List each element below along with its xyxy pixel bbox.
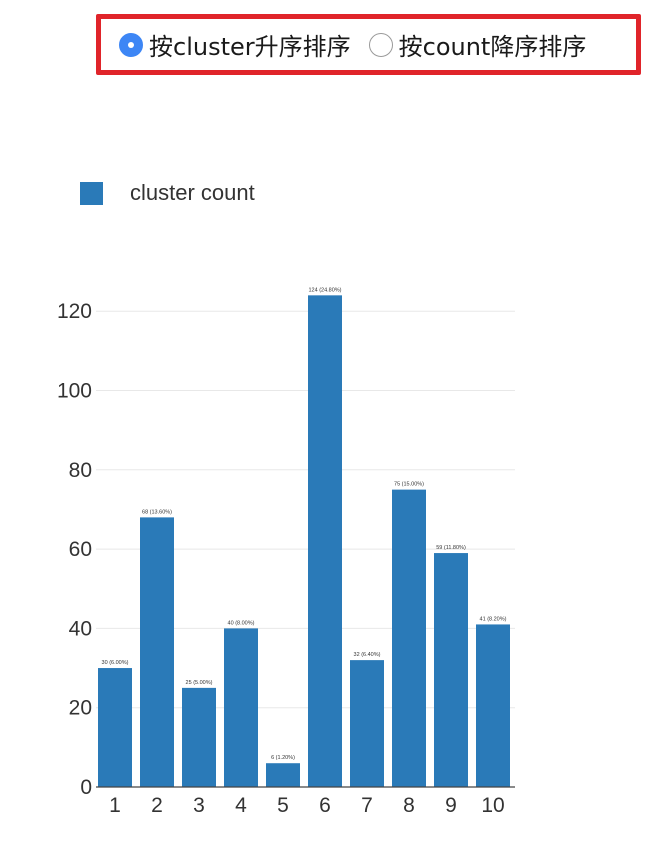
- bar[interactable]: [266, 763, 300, 787]
- bar[interactable]: [392, 489, 426, 787]
- legend-label: cluster count: [130, 180, 255, 205]
- bar-data-label: 25 (5.00%): [186, 680, 213, 686]
- bar[interactable]: [350, 660, 384, 787]
- bar-data-label: 68 (13.60%): [142, 509, 172, 515]
- x-tick-label: 2: [151, 794, 163, 817]
- sort-option-count-desc[interactable]: 按count降序排序: [368, 27, 587, 62]
- bar[interactable]: [434, 553, 468, 787]
- x-tick-label: 10: [481, 794, 504, 817]
- radio-checked-icon[interactable]: [119, 32, 143, 57]
- bar-data-label: 32 (6.40%): [354, 652, 381, 658]
- bar[interactable]: [182, 687, 216, 787]
- bar-data-label: 30 (6.00%): [102, 660, 129, 666]
- y-tick-label: 20: [69, 697, 92, 720]
- bar[interactable]: [308, 295, 342, 787]
- x-tick-label: 3: [193, 794, 205, 817]
- bar-data-label: 6 (1.20%): [271, 755, 295, 761]
- x-tick-label: 9: [445, 794, 457, 817]
- legend-swatch: [80, 181, 103, 205]
- sort-option-label: 按cluster升序排序: [149, 33, 351, 61]
- x-tick-label: 8: [403, 794, 415, 817]
- chart-legend[interactable]: cluster count: [80, 180, 255, 206]
- bar[interactable]: [98, 668, 132, 787]
- bar-data-label: 59 (11.80%): [436, 545, 466, 551]
- bar-data-label: 41 (8.20%): [480, 616, 507, 622]
- bar-data-label: 124 (24.80%): [308, 287, 341, 293]
- bar-data-label: 40 (8.00%): [228, 620, 255, 626]
- x-tick-label: 1: [109, 794, 121, 817]
- bar[interactable]: [476, 624, 510, 787]
- y-tick-label: 60: [69, 538, 92, 561]
- radio-unchecked-icon[interactable]: [368, 32, 393, 57]
- y-tick-label: 0: [80, 776, 92, 799]
- x-tick-label: 5: [277, 794, 289, 817]
- y-tick-label: 80: [69, 459, 92, 482]
- sort-option-label: 按count降序排序: [398, 33, 587, 61]
- bar-data-label: 75 (15.00%): [394, 482, 424, 488]
- y-tick-label: 120: [57, 300, 92, 323]
- bar[interactable]: [140, 517, 174, 787]
- sort-options-box: 按cluster升序排序 按count降序排序: [96, 14, 641, 75]
- y-tick-label: 40: [69, 617, 92, 640]
- sort-option-cluster-asc[interactable]: 按cluster升序排序: [119, 27, 351, 62]
- x-tick-label: 6: [319, 794, 331, 817]
- x-tick-label: 7: [361, 794, 373, 817]
- bar[interactable]: [224, 628, 258, 787]
- x-tick-label: 4: [235, 794, 247, 817]
- y-tick-label: 100: [57, 380, 92, 403]
